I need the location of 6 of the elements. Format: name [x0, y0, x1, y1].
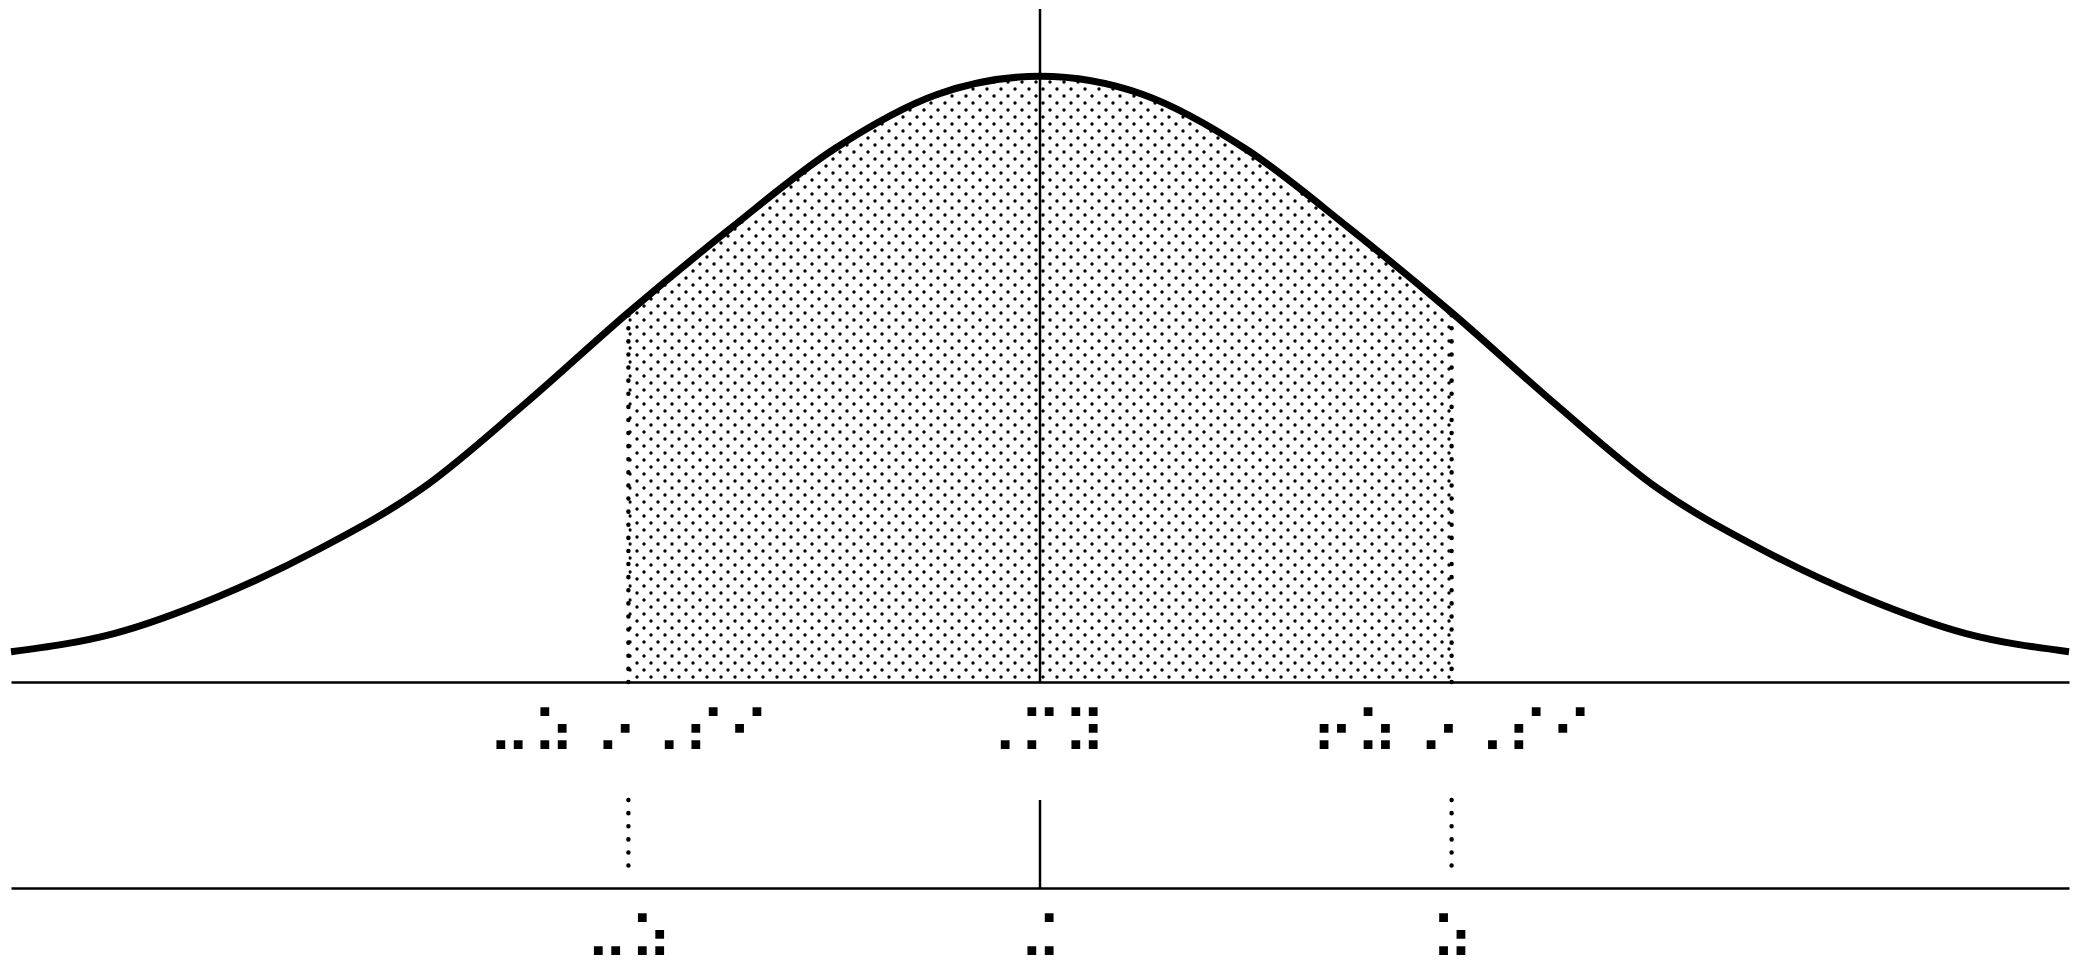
x-tick-label: ⠖⠵ ⠔⠠⠎⠊	[1310, 697, 1594, 768]
x-tick-label: ⠠⠍⠽	[974, 697, 1107, 768]
annotation: ⠬	[1018, 903, 1063, 964]
x-tick-label: ⠤⠵ ⠔⠠⠎⠊	[487, 697, 771, 768]
annotation: ⠤⠵	[584, 903, 673, 964]
annotation: ⠵	[1430, 903, 1475, 964]
